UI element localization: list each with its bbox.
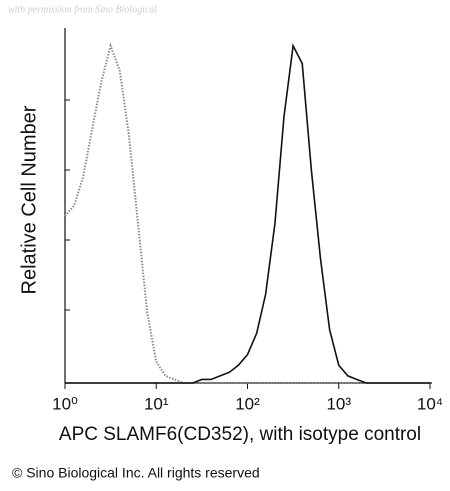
- y-minor-ticks: [65, 99, 70, 311]
- histogram-line: [65, 43, 430, 384]
- watermark: with permission from Sino Biological: [8, 4, 157, 15]
- x-tick-label: 10³: [326, 394, 351, 413]
- x-tick-label: 10⁰: [52, 394, 78, 413]
- y-axis-label: Relative Cell Number: [18, 105, 40, 294]
- x-tick-label: 10⁴: [417, 394, 443, 413]
- x-tick-label: 10²: [235, 394, 260, 413]
- histogram-line: [64, 42, 430, 384]
- footer: © Sino Biological Inc. All rights reserv…: [12, 465, 260, 481]
- x-tick-label: 10¹: [144, 394, 169, 413]
- x-axis-label: APC SLAMF6(CD352), with isotype control: [59, 424, 421, 445]
